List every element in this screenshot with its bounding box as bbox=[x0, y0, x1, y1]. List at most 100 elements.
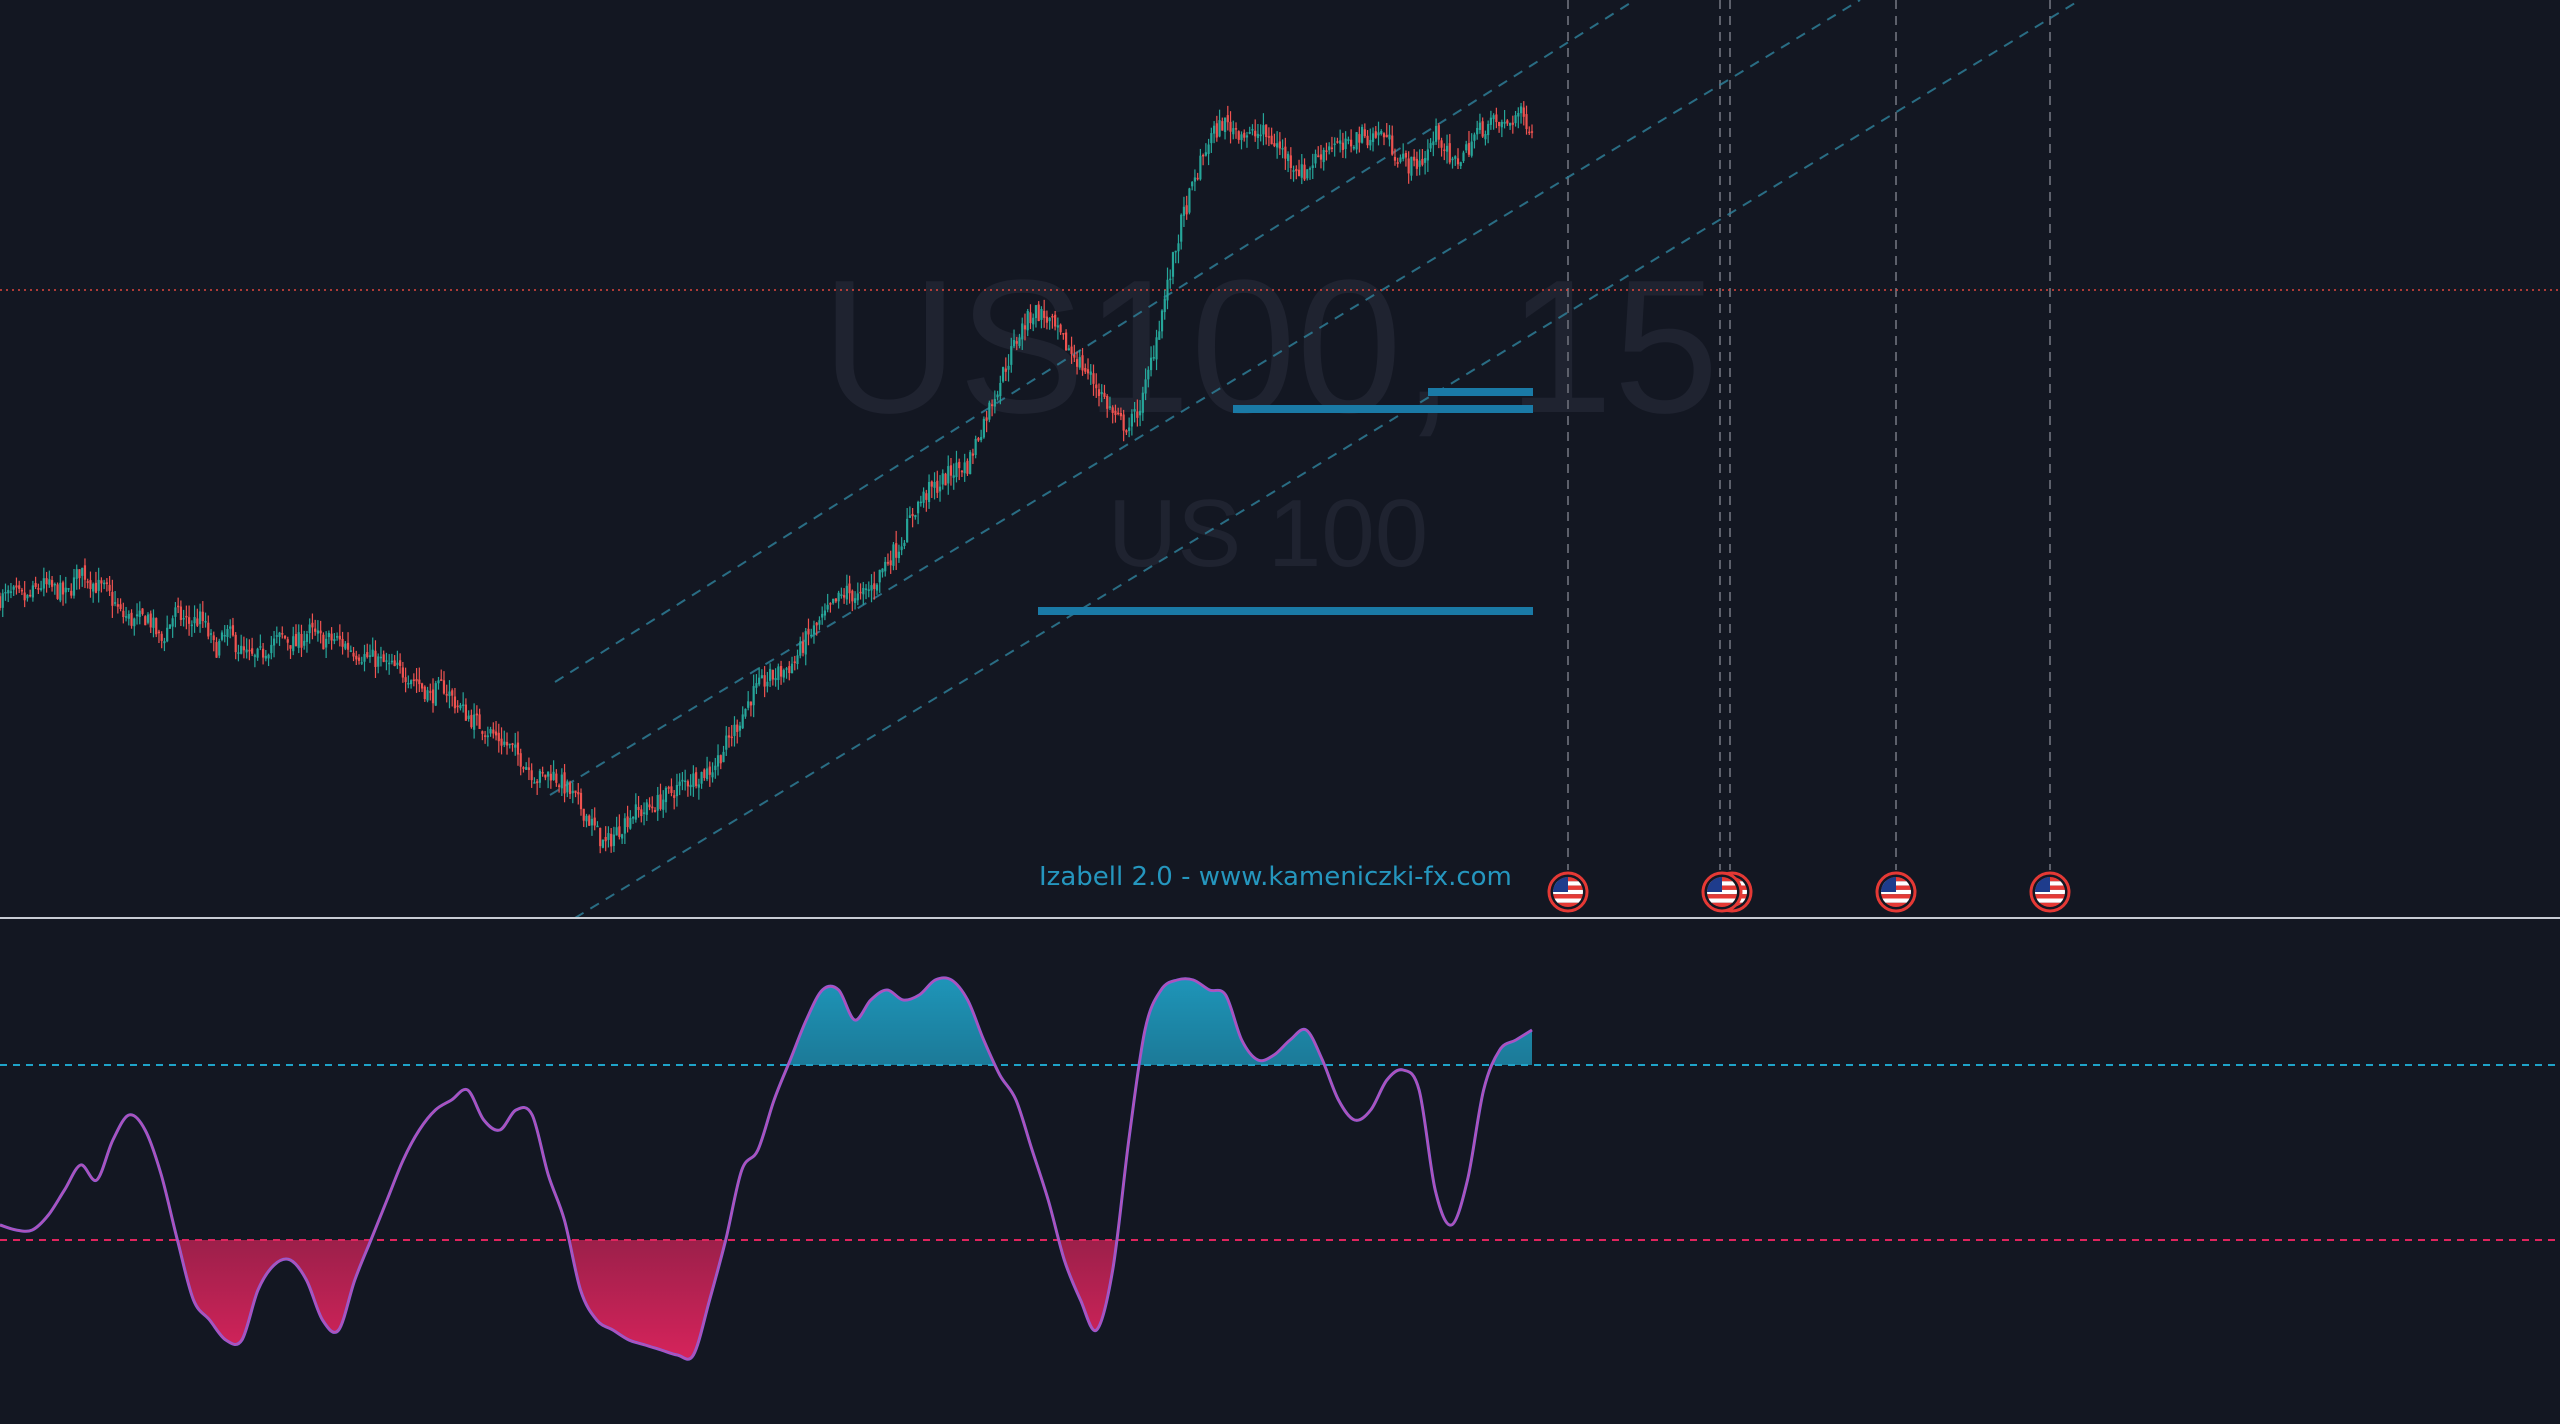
candle bbox=[911, 508, 914, 528]
us-flag-icon[interactable] bbox=[1701, 871, 1743, 913]
description-watermark: US 100 bbox=[1108, 480, 1428, 587]
candle-body bbox=[859, 591, 862, 594]
candle bbox=[404, 667, 407, 693]
candle-body bbox=[1432, 141, 1435, 146]
candle-body bbox=[930, 481, 933, 487]
candle bbox=[1259, 124, 1262, 142]
candle-body bbox=[105, 582, 108, 584]
candle bbox=[681, 772, 684, 791]
candle-body bbox=[1308, 168, 1312, 170]
candle bbox=[7, 585, 10, 603]
candle-body bbox=[1369, 139, 1372, 146]
candle-body bbox=[1421, 158, 1424, 165]
candle bbox=[840, 587, 843, 599]
candle bbox=[873, 571, 876, 600]
candle-body bbox=[1054, 314, 1057, 327]
candle-body bbox=[75, 569, 78, 579]
candle bbox=[1473, 132, 1476, 149]
candle bbox=[1333, 137, 1336, 157]
candle bbox=[174, 602, 177, 628]
candle bbox=[640, 805, 643, 823]
flag-stripe bbox=[1881, 894, 1911, 899]
candle bbox=[648, 797, 651, 811]
flag-stripe bbox=[1553, 889, 1583, 895]
candle bbox=[853, 591, 857, 610]
candle bbox=[1210, 127, 1213, 153]
candle-body bbox=[1506, 120, 1509, 124]
candle-body bbox=[725, 735, 728, 750]
candle bbox=[856, 582, 859, 606]
candle bbox=[440, 669, 443, 682]
candle bbox=[878, 569, 881, 593]
candle bbox=[818, 616, 821, 630]
candle bbox=[1467, 130, 1471, 158]
candle bbox=[700, 771, 703, 789]
candle-body bbox=[1476, 128, 1479, 135]
us-flag-icon[interactable] bbox=[1547, 871, 1589, 913]
candle-body bbox=[245, 649, 248, 653]
candle bbox=[560, 768, 563, 797]
us-flag-icon[interactable] bbox=[2029, 871, 2071, 913]
candle-body bbox=[53, 583, 56, 586]
candle-body bbox=[1108, 406, 1112, 408]
candle bbox=[533, 777, 536, 784]
candle bbox=[917, 500, 920, 525]
candle-body bbox=[1284, 146, 1287, 159]
candle-body bbox=[1062, 332, 1065, 335]
candle bbox=[1160, 309, 1164, 339]
candle-body bbox=[727, 735, 731, 738]
candle-body bbox=[1004, 368, 1007, 372]
candle bbox=[527, 757, 531, 781]
flag-stripe bbox=[1881, 898, 1911, 903]
candle bbox=[1171, 251, 1175, 285]
candle bbox=[719, 754, 722, 770]
candle-body bbox=[1232, 128, 1235, 135]
candle bbox=[1185, 195, 1188, 220]
candle-body bbox=[1300, 164, 1303, 178]
candle-body bbox=[711, 772, 714, 778]
candle-body bbox=[1160, 310, 1164, 332]
candle bbox=[4, 583, 7, 601]
candle-body bbox=[705, 768, 709, 780]
candle-body bbox=[9, 591, 13, 593]
candle bbox=[999, 375, 1002, 405]
candle-body bbox=[875, 584, 879, 591]
candle-body bbox=[56, 584, 59, 599]
candle-body bbox=[1265, 124, 1268, 137]
candle bbox=[1202, 153, 1205, 166]
us-flag-icon[interactable] bbox=[1875, 871, 1917, 913]
candle bbox=[804, 627, 807, 666]
candle-body bbox=[648, 804, 651, 808]
candle-body bbox=[1158, 331, 1161, 340]
candle bbox=[788, 661, 791, 681]
flag-stripe bbox=[1881, 902, 1911, 907]
candle-body bbox=[116, 604, 119, 607]
candle bbox=[1404, 150, 1408, 167]
candle-body bbox=[758, 677, 761, 685]
candle-body bbox=[730, 736, 733, 739]
candle-body bbox=[1073, 354, 1076, 358]
candle-body bbox=[689, 784, 692, 788]
candle-body bbox=[270, 644, 273, 654]
candle-body bbox=[390, 660, 394, 663]
candle bbox=[1196, 172, 1199, 181]
candle-body bbox=[823, 610, 827, 616]
candle-body bbox=[1078, 357, 1081, 368]
candle bbox=[445, 684, 448, 703]
candle-body bbox=[541, 772, 544, 774]
event-markers[interactable] bbox=[1547, 871, 2071, 913]
candle bbox=[1043, 299, 1046, 328]
candle bbox=[1086, 358, 1090, 380]
candle bbox=[733, 716, 736, 747]
candle-body bbox=[1366, 135, 1369, 146]
candle-body bbox=[349, 650, 352, 652]
candle-body bbox=[886, 562, 890, 564]
candle-body bbox=[218, 640, 221, 656]
candle bbox=[34, 576, 37, 589]
candle-body bbox=[127, 614, 130, 619]
candle bbox=[486, 726, 489, 747]
candle bbox=[1528, 126, 1531, 136]
candle-body bbox=[1043, 310, 1046, 318]
candle bbox=[182, 609, 185, 627]
candle bbox=[875, 583, 879, 595]
